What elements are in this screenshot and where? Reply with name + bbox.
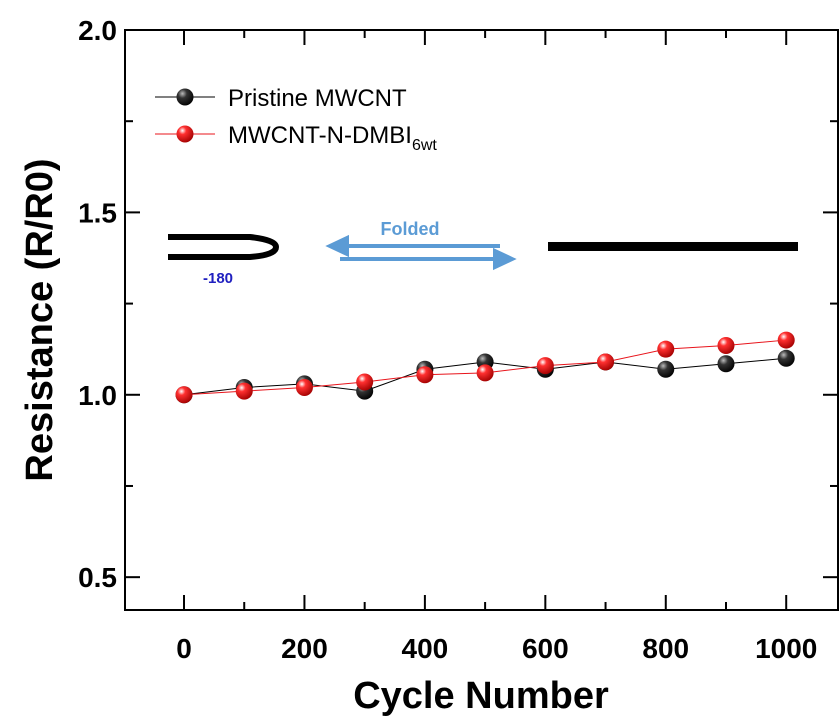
data-point bbox=[476, 364, 494, 382]
legend-marker bbox=[176, 125, 194, 143]
plot-frame bbox=[124, 29, 839, 611]
data-point bbox=[235, 382, 253, 400]
data-point bbox=[356, 373, 374, 391]
x-tick-label: 200 bbox=[281, 633, 328, 664]
y-tick-label: 1.5 bbox=[78, 197, 117, 228]
data-point bbox=[295, 378, 313, 396]
x-tick-label: 400 bbox=[402, 633, 449, 664]
legend-subscript: 6wt bbox=[412, 137, 437, 154]
data-point bbox=[657, 360, 675, 378]
x-tick-label: 600 bbox=[522, 633, 569, 664]
data-point bbox=[597, 353, 615, 371]
y-tick-label: 2.0 bbox=[78, 15, 117, 46]
x-tick-label: 1000 bbox=[755, 633, 817, 664]
x-tick-label: 800 bbox=[642, 633, 689, 664]
data-point bbox=[657, 340, 675, 358]
data-point bbox=[416, 366, 434, 384]
data-point bbox=[536, 357, 554, 375]
y-tick-label: 0.5 bbox=[78, 562, 117, 593]
folded-sample bbox=[168, 234, 280, 260]
data-point bbox=[777, 349, 795, 367]
data-point bbox=[777, 331, 795, 349]
annotation: -180 bbox=[203, 270, 233, 287]
data-point bbox=[717, 355, 735, 373]
legend-label: Pristine MWCNT bbox=[228, 85, 407, 112]
data-point bbox=[175, 386, 193, 404]
x-axis-title: Cycle Number bbox=[353, 675, 609, 717]
legend-marker bbox=[176, 88, 194, 106]
legend-name: Pristine MWCNT bbox=[228, 85, 407, 112]
data-point bbox=[717, 337, 735, 355]
x-tick-label: 0 bbox=[176, 633, 192, 664]
y-tick-label: 1.0 bbox=[78, 380, 117, 411]
flat-sample bbox=[548, 242, 798, 251]
legend-label: MWCNT-N-DMBI6wt bbox=[228, 122, 437, 154]
legend-name: MWCNT-N-DMBI bbox=[228, 122, 412, 149]
y-axis-title: Resistance (R/R0) bbox=[19, 158, 61, 481]
fold-arrows bbox=[325, 234, 517, 271]
annotation: Folded bbox=[381, 219, 440, 239]
